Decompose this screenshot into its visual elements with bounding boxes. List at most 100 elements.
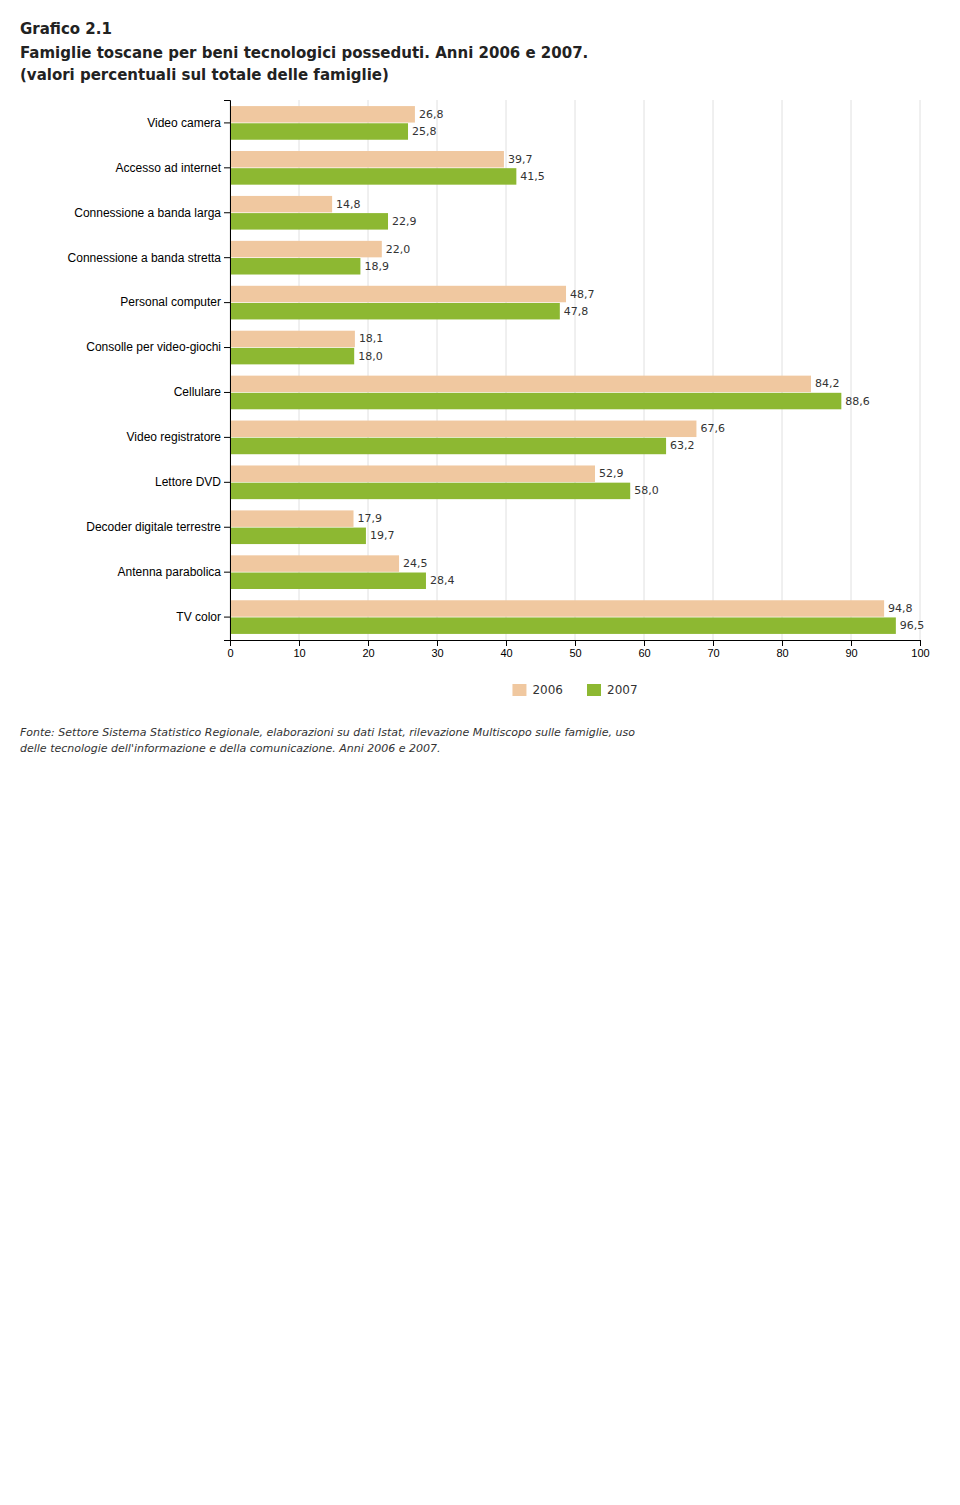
subtitle: Famiglie toscane per beni tecnologici po…: [20, 44, 588, 62]
bar: [230, 331, 355, 347]
x-tick-label: 60: [638, 647, 650, 659]
data-label: 19,7: [370, 529, 395, 542]
y-tick-label: Video camera: [147, 116, 221, 130]
x-tick-mark: [575, 640, 576, 646]
y-tick: Antenna parabolica: [118, 565, 230, 579]
x-tick-mark: [506, 640, 507, 646]
y-tick: Personal computer: [120, 295, 230, 309]
legend-item: 2007: [587, 683, 638, 697]
x-tick-label: 100: [911, 647, 929, 659]
x-tick: 40: [500, 640, 512, 659]
bar: [230, 555, 399, 571]
legend-swatch: [587, 684, 601, 696]
y-tick: Video camera: [147, 116, 230, 130]
y-tick-mark: [224, 527, 230, 528]
x-tick-mark: [644, 640, 645, 646]
legend-swatch: [512, 684, 526, 696]
bar: [230, 258, 360, 274]
x-tick: 0: [227, 640, 233, 659]
data-label: 14,8: [336, 198, 361, 211]
data-label: 67,6: [700, 422, 725, 435]
bars: [230, 106, 896, 634]
x-tick-label: 50: [569, 647, 581, 659]
bar: [230, 510, 354, 526]
grid-line: [920, 100, 921, 640]
y-tick: Accesso ad internet: [116, 161, 230, 175]
x-tick-mark: [920, 640, 921, 646]
y-tick-label: Connessione a banda larga: [74, 206, 221, 220]
y-tick: Video registratore: [127, 430, 231, 444]
y-axis: Video camera Accesso ad internet Connessio…: [68, 101, 231, 641]
data-label: 52,9: [599, 467, 624, 480]
x-tick-mark: [713, 640, 714, 646]
grid-line: [851, 100, 852, 640]
legend-item: 2006: [512, 683, 563, 697]
bar: [230, 123, 408, 139]
data-label: 39,7: [508, 153, 533, 166]
data-label: 18,0: [358, 350, 383, 363]
y-tick: Connessione a banda stretta: [68, 251, 230, 265]
data-label: 63,2: [670, 439, 695, 452]
y-tick-label: Antenna parabolica: [118, 565, 222, 579]
data-label: 18,1: [359, 332, 384, 345]
data-label: 58,0: [634, 484, 659, 497]
grid-line: [782, 100, 783, 640]
title: Grafico 2.1: [20, 20, 112, 38]
subtitle: (valori percentuali sul totale delle fam…: [20, 66, 389, 84]
data-label: 18,9: [364, 260, 389, 273]
data-label: 17,9: [358, 512, 383, 525]
y-tick-label: Connessione a banda stretta: [68, 251, 222, 265]
y-tick: Connessione a banda larga: [74, 206, 230, 220]
footnote: Fonte: Settore Sistema Statistico Region…: [20, 726, 635, 739]
y-tick: TV color: [176, 610, 230, 624]
x-tick: 100: [911, 640, 929, 659]
y-tick-label: Cellulare: [174, 385, 222, 399]
bar: [230, 213, 388, 229]
y-tick-mark: [224, 392, 230, 393]
y-tick: Lettore DVD: [155, 475, 230, 489]
y-axis-line: [224, 101, 231, 641]
data-label: 24,5: [403, 557, 428, 570]
x-tick-mark: [782, 640, 783, 646]
x-tick: 90: [845, 640, 857, 659]
x-tick: 50: [569, 640, 581, 659]
bar: [230, 617, 896, 633]
bar: [230, 286, 566, 302]
data-label: 94,8: [888, 602, 913, 615]
data-label: 25,8: [412, 125, 437, 138]
bar: [230, 241, 382, 257]
y-tick-label: TV color: [176, 610, 221, 624]
bar: [230, 348, 354, 364]
x-tick-label: 70: [707, 647, 719, 659]
bar: [230, 303, 560, 319]
bar-series: [230, 123, 896, 634]
y-tick-label: Accesso ad internet: [116, 161, 222, 175]
y-tick-mark: [224, 122, 230, 123]
data-labels: 26,839,714,822,048,718,184,267,652,917,9…: [336, 108, 924, 632]
y-tick: Consolle per video-giochi: [86, 340, 230, 354]
footnotes: Fonte: Settore Sistema Statistico Region…: [20, 726, 635, 755]
data-label: 22,0: [386, 243, 411, 256]
x-tick-label: 30: [431, 647, 443, 659]
data-label: 28,4: [430, 574, 455, 587]
bar: [230, 106, 415, 122]
data-label: 88,6: [845, 395, 870, 408]
data-label: 84,2: [815, 377, 840, 390]
x-tick: 20: [362, 640, 374, 659]
y-tick-mark: [224, 617, 230, 618]
y-tick-label: Lettore DVD: [155, 475, 221, 489]
data-label: 96,5: [900, 619, 925, 632]
title-block: Grafico 2.1 Famiglie toscane per beni tec…: [20, 20, 588, 84]
bar: [230, 393, 841, 409]
y-tick-mark: [224, 572, 230, 573]
bar: [230, 483, 630, 499]
grid-line: [644, 100, 645, 640]
y-tick: Decoder digitale terrestre: [86, 520, 230, 534]
legend: 2006 2007: [512, 683, 637, 697]
bar: [230, 528, 366, 544]
bar: [230, 151, 504, 167]
grid-line: [713, 100, 714, 640]
x-tick: 10: [293, 640, 305, 659]
y-tick-label: Decoder digitale terrestre: [86, 520, 221, 534]
grid-line: [575, 100, 576, 640]
